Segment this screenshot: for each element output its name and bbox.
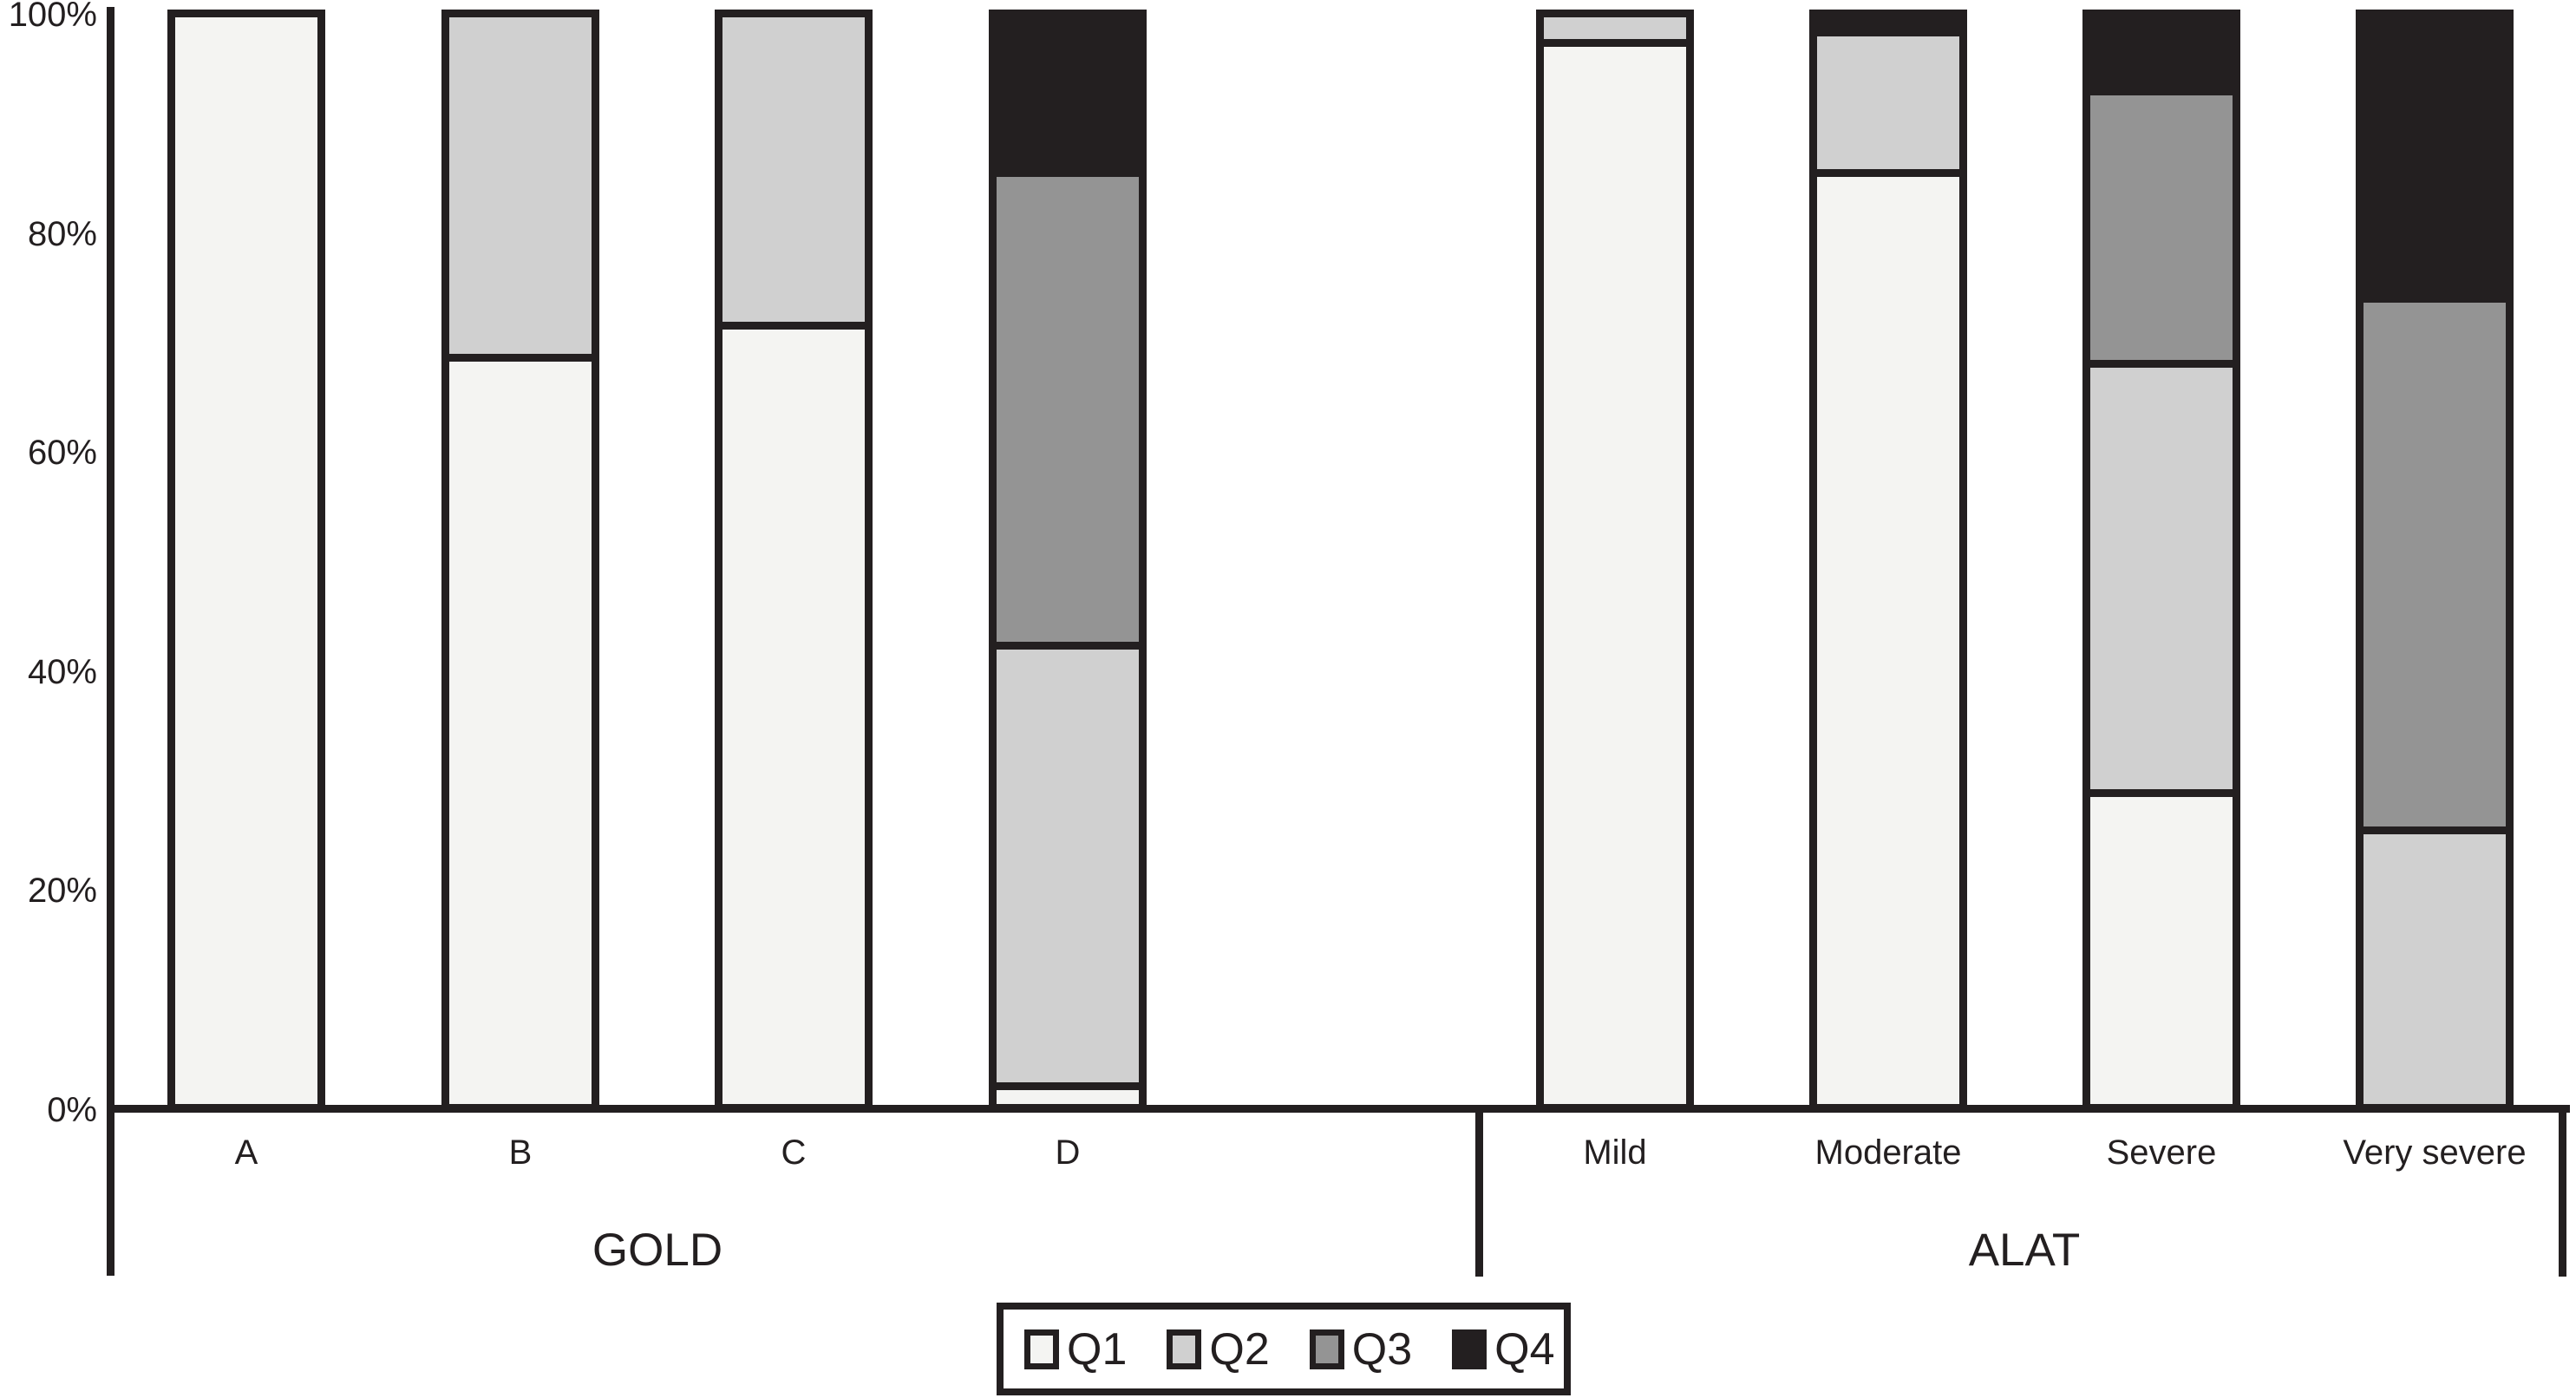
- bar-segment-q1: [1544, 39, 1686, 1104]
- bar-segment-q1: [997, 1081, 1139, 1104]
- bar-c: [715, 10, 873, 1112]
- group-divider-line: [1475, 1105, 1483, 1277]
- bar-segment-q2: [1817, 28, 1959, 170]
- legend-swatch-q3: [1309, 1329, 1344, 1369]
- legend-swatch-q2: [1167, 1329, 1202, 1369]
- bar-segment-q1: [1817, 169, 1959, 1104]
- category-label: Very severe: [2343, 1133, 2527, 1172]
- bar-b: [441, 10, 599, 1112]
- legend-label-q3: Q3: [1351, 1323, 1413, 1375]
- legend-item-q1: Q1: [1024, 1327, 1127, 1372]
- bar-segment-q1: [2090, 788, 2233, 1104]
- category-label: B: [508, 1133, 533, 1172]
- group-label-gold: GOLD: [592, 1225, 723, 1276]
- bar-moderate: [1809, 10, 1967, 1112]
- legend-swatch-q4: [1452, 1329, 1487, 1369]
- y-tick-label: 100%: [8, 0, 97, 34]
- category-label: A: [234, 1133, 258, 1172]
- bar-segment-q2: [722, 17, 865, 322]
- category-label: C: [781, 1133, 807, 1172]
- legend-item-q4: Q4: [1452, 1323, 1555, 1375]
- bar-segment-q2: [449, 17, 592, 355]
- legend-box: Q1 Q2 Q3 Q4: [997, 1303, 1571, 1395]
- bar-segment-q2: [2090, 359, 2233, 789]
- axis-right-cap-line: [2559, 1105, 2566, 1277]
- bar-severe: [2082, 10, 2240, 1112]
- y-tick-label: 80%: [27, 214, 97, 253]
- bar-segment-q1: [175, 17, 317, 1104]
- bar-mild: [1536, 10, 1694, 1112]
- bar-d: [989, 10, 1147, 1112]
- bar-segment-q3: [997, 169, 1139, 643]
- bar-segment-q3: [2364, 294, 2506, 827]
- y-tick-label: 60%: [27, 434, 97, 473]
- bar-segment-q4: [2364, 17, 2506, 295]
- category-label: D: [1055, 1133, 1081, 1172]
- y-tick-label: 40%: [27, 652, 97, 691]
- legend-label-q2: Q2: [1209, 1323, 1270, 1375]
- bar-segment-q2: [997, 642, 1139, 1082]
- bar-segment-q2: [2364, 826, 2506, 1104]
- legend-item-q3: Q3: [1309, 1323, 1413, 1375]
- legend-label-q4: Q4: [1494, 1323, 1555, 1375]
- y-tick-label: 0%: [47, 1091, 97, 1129]
- legend-label-q1: Q1: [1067, 1323, 1128, 1375]
- bar-segment-q3: [2090, 88, 2233, 360]
- bar-a: [167, 10, 325, 1112]
- bar-segment-q1: [449, 354, 592, 1104]
- bar-segment-q2: [1544, 17, 1686, 40]
- category-label: Severe: [2106, 1133, 2217, 1172]
- y-tick-label: 20%: [27, 872, 97, 911]
- category-label: Mild: [1583, 1133, 1647, 1172]
- bar-segment-q4: [1817, 17, 1959, 29]
- bar-segment-q1: [722, 321, 865, 1104]
- x-axis-line: [107, 1105, 2570, 1113]
- legend-swatch-q1: [1024, 1329, 1059, 1369]
- bar-segment-q4: [2090, 17, 2233, 88]
- y-axis-line: [107, 7, 114, 1276]
- category-label: Moderate: [1814, 1133, 1962, 1172]
- legend-item-q2: Q2: [1167, 1323, 1270, 1375]
- bar-segment-q4: [997, 17, 1139, 170]
- bar-very-severe: [2356, 10, 2514, 1112]
- group-label-alat: ALAT: [1968, 1225, 2081, 1276]
